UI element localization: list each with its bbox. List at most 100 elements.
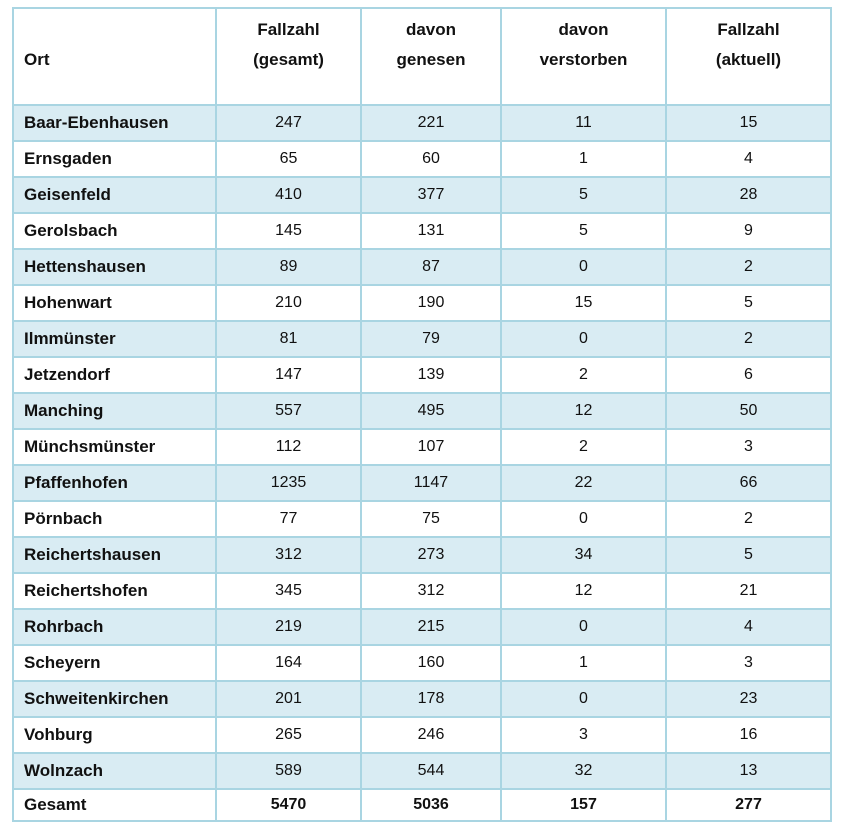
value-cell: 112 — [215, 428, 362, 466]
value-cell: 9 — [665, 212, 832, 250]
value-cell: 16 — [665, 716, 832, 754]
ort-cell: Pörnbach — [12, 500, 217, 538]
value-cell: 1235 — [215, 464, 362, 502]
value-cell: 178 — [360, 680, 502, 718]
table-row: Schweitenkirchen 201 178 0 23 — [12, 680, 832, 718]
value-cell: 2 — [665, 500, 832, 538]
value-cell: 21 — [665, 572, 832, 610]
value-cell: 246 — [360, 716, 502, 754]
value-cell: 210 — [215, 284, 362, 322]
ort-cell: Geisenfeld — [12, 176, 217, 214]
table-body: Baar-Ebenhausen 247 221 11 15 Ernsgaden 65 60 1 4… — [12, 104, 832, 822]
ort-cell: Schweitenkirchen — [12, 680, 217, 718]
table-row: Münchsmünster 112 107 2 3 — [12, 428, 832, 466]
value-cell: 50 — [665, 392, 832, 430]
value-cell: 3 — [665, 644, 832, 682]
table-row: Baar-Ebenhausen 247 221 11 15 — [12, 104, 832, 142]
value-cell: 277 — [665, 788, 832, 822]
column-header-label: davon — [558, 20, 609, 39]
header-row: Ort Fallzahl (gesamt) davon genesen davon vers… — [12, 7, 832, 106]
table-row: Jetzendorf 147 139 2 6 — [12, 356, 832, 394]
value-cell: 219 — [215, 608, 362, 646]
column-header-davon-verstorben: davon verstorben — [500, 7, 667, 106]
ort-cell: Gerolsbach — [12, 212, 217, 250]
value-cell: 65 — [215, 140, 362, 178]
value-cell: 5036 — [360, 788, 502, 822]
ort-cell: Reichertshausen — [12, 536, 217, 574]
ort-cell: Hettenshausen — [12, 248, 217, 286]
table-row: Geisenfeld 410 377 5 28 — [12, 176, 832, 214]
value-cell: 81 — [215, 320, 362, 358]
value-cell: 589 — [215, 752, 362, 790]
column-header-fallzahl-gesamt: Fallzahl (gesamt) — [215, 7, 362, 106]
value-cell: 28 — [665, 176, 832, 214]
ort-cell: Vohburg — [12, 716, 217, 754]
table-row: Reichertshausen 312 273 34 5 — [12, 536, 832, 574]
value-cell: 89 — [215, 248, 362, 286]
table-row: Manching 557 495 12 50 — [12, 392, 832, 430]
ort-cell: Reichertshofen — [12, 572, 217, 610]
value-cell: 2 — [500, 356, 667, 394]
table-row: Ernsgaden 65 60 1 4 — [12, 140, 832, 178]
ort-cell: Scheyern — [12, 644, 217, 682]
value-cell: 79 — [360, 320, 502, 358]
value-cell: 265 — [215, 716, 362, 754]
ort-cell: Gesamt — [12, 788, 217, 822]
value-cell: 157 — [500, 788, 667, 822]
value-cell: 312 — [360, 572, 502, 610]
value-cell: 215 — [360, 608, 502, 646]
table-row: Ilmmünster 81 79 0 2 — [12, 320, 832, 358]
table-row: Hettenshausen 89 87 0 2 — [12, 248, 832, 286]
value-cell: 13 — [665, 752, 832, 790]
value-cell: 2 — [665, 320, 832, 358]
column-header-fallzahl-aktuell: Fallzahl (aktuell) — [665, 7, 832, 106]
ort-cell: Ilmmünster — [12, 320, 217, 358]
covid-cases-table: Ort Fallzahl (gesamt) davon genesen davon vers… — [12, 7, 832, 822]
value-cell: 201 — [215, 680, 362, 718]
value-cell: 23 — [665, 680, 832, 718]
value-cell: 410 — [215, 176, 362, 214]
value-cell: 22 — [500, 464, 667, 502]
value-cell: 4 — [665, 608, 832, 646]
column-header-label: (gesamt) — [253, 50, 324, 69]
value-cell: 0 — [500, 500, 667, 538]
column-header-label: Ort — [24, 50, 50, 69]
ort-cell: Hohenwart — [12, 284, 217, 322]
value-cell: 2 — [500, 428, 667, 466]
value-cell: 495 — [360, 392, 502, 430]
value-cell: 221 — [360, 104, 502, 142]
ort-cell: Münchsmünster — [12, 428, 217, 466]
value-cell: 34 — [500, 536, 667, 574]
value-cell: 312 — [215, 536, 362, 574]
value-cell: 11 — [500, 104, 667, 142]
value-cell: 377 — [360, 176, 502, 214]
value-cell: 77 — [215, 500, 362, 538]
table-row: Hohenwart 210 190 15 5 — [12, 284, 832, 322]
value-cell: 75 — [360, 500, 502, 538]
value-cell: 1147 — [360, 464, 502, 502]
value-cell: 5470 — [215, 788, 362, 822]
value-cell: 557 — [215, 392, 362, 430]
value-cell: 544 — [360, 752, 502, 790]
value-cell: 139 — [360, 356, 502, 394]
value-cell: 6 — [665, 356, 832, 394]
table-row: Rohrbach 219 215 0 4 — [12, 608, 832, 646]
ort-cell: Rohrbach — [12, 608, 217, 646]
value-cell: 15 — [500, 284, 667, 322]
value-cell: 1 — [500, 644, 667, 682]
ort-cell: Ernsgaden — [12, 140, 217, 178]
value-cell: 87 — [360, 248, 502, 286]
column-header-davon-genesen: davon genesen — [360, 7, 502, 106]
value-cell: 247 — [215, 104, 362, 142]
value-cell: 60 — [360, 140, 502, 178]
ort-cell: Baar-Ebenhausen — [12, 104, 217, 142]
value-cell: 12 — [500, 572, 667, 610]
value-cell: 4 — [665, 140, 832, 178]
value-cell: 0 — [500, 320, 667, 358]
value-cell: 12 — [500, 392, 667, 430]
ort-cell: Pfaffenhofen — [12, 464, 217, 502]
value-cell: 131 — [360, 212, 502, 250]
value-cell: 5 — [665, 284, 832, 322]
value-cell: 3 — [665, 428, 832, 466]
